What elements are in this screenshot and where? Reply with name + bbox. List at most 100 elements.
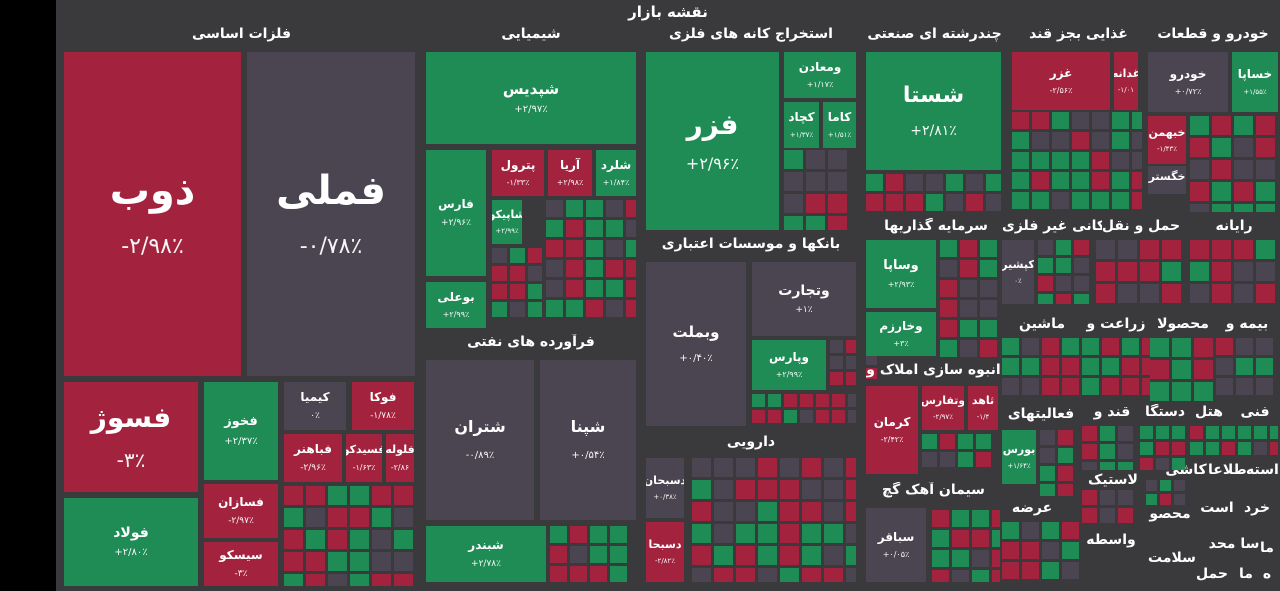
stock-tile-small[interactable] (1190, 426, 1203, 439)
stock-tile-small[interactable] (768, 394, 781, 407)
stock-tile-small[interactable] (566, 220, 583, 237)
stock-tile-small[interactable] (586, 200, 603, 217)
tile-dsobha[interactable]: دسبحا -۲/۸۲٪ (646, 522, 684, 582)
tile-shepdis[interactable]: شپدیس +۲/۹۷٪ (426, 52, 636, 144)
stock-tile-small[interactable] (780, 480, 799, 499)
stock-tile-small[interactable] (1118, 444, 1133, 459)
stock-tile-small[interactable] (606, 200, 623, 217)
stock-tile-small[interactable] (528, 266, 542, 281)
stock-tile-small[interactable] (906, 194, 923, 211)
stock-tile-small[interactable] (1096, 262, 1115, 281)
tile-vamaaden[interactable]: ومعادن +۱/۱۷٪ (784, 52, 856, 98)
stock-tile-small[interactable] (284, 486, 303, 505)
tile-kama[interactable]: کاما +۱/۵۱٪ (823, 102, 856, 148)
stock-tile-small[interactable] (1150, 338, 1169, 357)
stock-tile-small[interactable] (824, 458, 843, 477)
stock-tile-small[interactable] (846, 502, 856, 521)
stock-tile-small[interactable] (1082, 426, 1097, 441)
tile-shelard[interactable]: شلرد +۱/۸۴٪ (596, 150, 636, 196)
stock-tile-small[interactable] (1062, 542, 1079, 559)
stock-tile-small[interactable] (980, 240, 997, 257)
stock-tile-small[interactable] (1142, 338, 1150, 355)
stock-tile-small[interactable] (492, 302, 507, 317)
stock-tile-small[interactable] (736, 568, 755, 582)
tile-fameli[interactable]: فملی -۰/۷۸٪ (247, 52, 415, 376)
stock-tile-small[interactable] (1096, 284, 1115, 303)
stock-tile-small[interactable] (1042, 562, 1059, 579)
stock-tile-small[interactable] (528, 284, 542, 299)
stock-tile-small[interactable] (1236, 358, 1253, 375)
stock-tile-small[interactable] (952, 510, 969, 527)
stock-tile-small[interactable] (940, 280, 957, 297)
stock-tile-small[interactable] (606, 220, 623, 237)
stock-tile-small[interactable] (960, 240, 977, 257)
stock-tile-small[interactable] (1092, 152, 1109, 169)
tile-ghazar[interactable]: غزر -۲/۵۶٪ (1012, 52, 1110, 110)
stock-tile-small[interactable] (1172, 382, 1191, 401)
stock-tile-small[interactable] (510, 302, 525, 317)
stock-tile-small[interactable] (1212, 240, 1231, 259)
tile-shetran[interactable]: شتران -۰/۸۹٪ (426, 360, 534, 520)
stock-tile-small[interactable] (550, 526, 567, 543)
stock-tile-small[interactable] (550, 566, 567, 582)
tile-shasta[interactable]: شستا +۲/۸۱٪ (866, 52, 1001, 170)
stock-tile-small[interactable] (780, 524, 799, 543)
stock-tile-small[interactable] (692, 568, 711, 582)
tile-fekhooz[interactable]: فخوز +۲/۳۷٪ (204, 382, 278, 480)
stock-tile-small[interactable] (906, 174, 923, 191)
stock-tile-small[interactable] (1102, 358, 1119, 375)
stock-tile-small[interactable] (1022, 378, 1039, 395)
tile-felooleh[interactable]: فلوله -۲/۸۶ (386, 434, 414, 482)
stock-tile-small[interactable] (610, 566, 627, 582)
tile-kechad[interactable]: کچاد +۱/۳۷٪ (784, 102, 819, 148)
stock-tile-small[interactable] (800, 410, 813, 423)
stock-tile-small[interactable] (952, 570, 969, 582)
stock-tile-small[interactable] (1254, 426, 1267, 439)
stock-tile-small[interactable] (1072, 172, 1089, 189)
stock-tile-small[interactable] (1056, 276, 1071, 291)
stock-tile-small[interactable] (566, 240, 583, 257)
stock-tile-small[interactable] (1256, 160, 1275, 179)
stock-tile-small[interactable] (926, 174, 943, 191)
stock-tile-small[interactable] (1270, 426, 1278, 439)
stock-tile-small[interactable] (780, 568, 799, 582)
stock-tile-small[interactable] (394, 574, 413, 586)
stock-tile-small[interactable] (824, 480, 843, 499)
stock-tile-small[interactable] (972, 550, 989, 567)
stock-tile-small[interactable] (1040, 466, 1055, 481)
tile-vbemellat[interactable]: وبملت +۰/۴۰٪ (646, 262, 746, 426)
stock-tile-small[interactable] (806, 216, 825, 230)
stock-tile-small[interactable] (1146, 494, 1157, 505)
stock-tile-small[interactable] (1042, 522, 1059, 539)
stock-tile-small[interactable] (1118, 240, 1137, 259)
stock-tile-small[interactable] (802, 524, 821, 543)
tile-fesazan[interactable]: فسازان -۲/۹۷٪ (204, 484, 278, 538)
tile-shepna[interactable]: شپنا +۰/۵۴٪ (540, 360, 636, 520)
stock-tile-small[interactable] (1190, 284, 1209, 303)
stock-tile-small[interactable] (1162, 284, 1181, 303)
stock-tile-small[interactable] (1042, 338, 1059, 355)
stock-tile-small[interactable] (1234, 160, 1253, 179)
stock-tile-small[interactable] (1194, 360, 1213, 379)
stock-tile-small[interactable] (784, 216, 803, 230)
stock-tile-small[interactable] (1052, 132, 1069, 149)
stock-tile-small[interactable] (1172, 426, 1185, 439)
stock-tile-small[interactable] (1052, 192, 1069, 209)
stock-tile-small[interactable] (394, 508, 413, 527)
stock-tile-small[interactable] (1040, 484, 1055, 496)
stock-tile-small[interactable] (1160, 494, 1171, 505)
stock-tile-small[interactable] (1256, 204, 1275, 212)
stock-tile-small[interactable] (626, 300, 636, 317)
stock-tile-small[interactable] (1112, 192, 1129, 209)
stock-tile-small[interactable] (1150, 382, 1169, 401)
stock-tile-small[interactable] (1042, 542, 1059, 559)
stock-tile-small[interactable] (1234, 262, 1253, 281)
stock-tile-small[interactable] (566, 260, 583, 277)
stock-tile-small[interactable] (940, 320, 957, 337)
stock-tile-small[interactable] (1022, 522, 1039, 539)
stock-tile-small[interactable] (350, 530, 369, 549)
stock-tile-small[interactable] (758, 568, 777, 582)
stock-tile-small[interactable] (960, 300, 977, 317)
tile-sbaghar[interactable]: سباقر +۰/۰۵٪ (866, 508, 926, 582)
stock-tile-small[interactable] (350, 486, 369, 505)
